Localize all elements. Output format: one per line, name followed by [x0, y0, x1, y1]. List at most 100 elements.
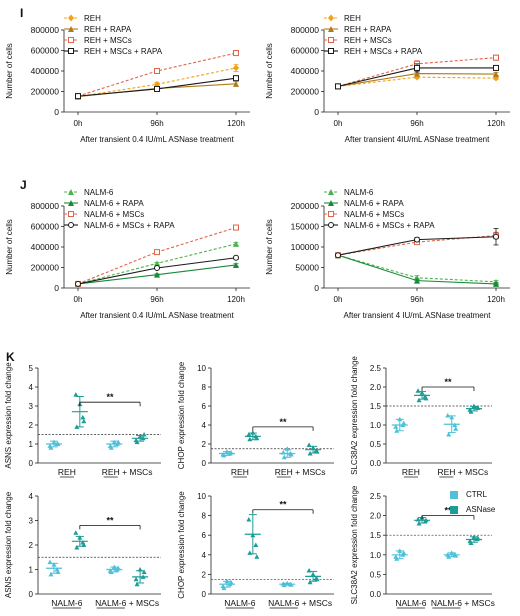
y-tick-label: 4	[202, 551, 207, 560]
x-tick-label: 120h	[227, 119, 245, 128]
data-point	[246, 432, 252, 437]
y-axis-label: CHOP expression fold change	[177, 361, 186, 469]
data-point	[154, 85, 160, 92]
legend-label: NALM-6 + RAPA	[84, 199, 144, 208]
legend-label: REH + MSCs + RAPA	[344, 47, 423, 56]
data-point	[107, 443, 113, 448]
data-point	[310, 445, 316, 450]
x-axis-label: After transient 4 IU/mL ASNase treatment	[344, 311, 492, 320]
data-point	[250, 430, 256, 435]
data-point	[74, 544, 80, 550]
y-tick-label: 1.0	[370, 421, 382, 430]
data-point	[107, 568, 113, 573]
condition-3	[132, 567, 149, 587]
y-axis-label: Number of cells	[5, 219, 14, 275]
y-tick-label: 50000	[295, 263, 319, 273]
data-point	[115, 439, 121, 445]
y-tick-label: 10	[197, 492, 206, 501]
ctrl-legend-swatch	[450, 490, 458, 499]
data-point	[335, 83, 341, 90]
y-axis-label: CHOP expression fold change	[177, 491, 186, 599]
sig-label: **	[106, 392, 114, 402]
x-tick-label: 96h	[150, 295, 163, 304]
data-point	[233, 64, 239, 72]
data-point	[140, 435, 146, 441]
x-tick-label: 96h	[150, 119, 163, 128]
y-tick-label: 600000	[291, 46, 320, 56]
data-point	[246, 517, 252, 522]
group-label: REH	[402, 467, 420, 477]
chart-j-low-dose: 0 200000 400000 600000 800000 0h 96h 120h After …	[5, 188, 250, 320]
y-tick-label: 0	[314, 283, 319, 293]
data-point	[254, 435, 260, 441]
data-point	[233, 75, 239, 82]
x-tick-label: 0h	[74, 295, 83, 304]
condition-2	[279, 580, 296, 588]
condition-1	[244, 430, 261, 442]
condition-2	[279, 446, 296, 460]
condition-2	[443, 413, 460, 437]
condition-0	[218, 578, 235, 591]
y-tick-label: 1.5	[370, 402, 382, 411]
x-tick-label: 120h	[487, 119, 505, 128]
data-point	[55, 569, 61, 574]
sig-label: **	[445, 377, 453, 387]
y-tick-label: 400000	[31, 66, 60, 76]
y-tick-label: 2	[29, 421, 34, 430]
k-legend: CTRL ASNase	[450, 490, 520, 514]
data-point	[306, 442, 312, 447]
condition-3	[465, 403, 482, 414]
legend-label: REH + RAPA	[344, 25, 392, 34]
group-label: REH + MSCs	[437, 467, 488, 477]
legend-marker	[68, 14, 74, 22]
y-tick-label: 2.0	[370, 383, 382, 392]
y-tick-label: 3	[29, 517, 34, 526]
legend-marker	[68, 37, 74, 43]
data-point	[471, 534, 477, 540]
x-tick-label: 0h	[334, 119, 343, 128]
data-point	[47, 559, 53, 565]
y-axis-label: SLC38A2 expression fold change	[350, 356, 359, 475]
y-tick-label: 600000	[31, 222, 60, 232]
data-point	[446, 432, 452, 437]
condition-0	[45, 559, 62, 577]
y-tick-label: 4	[202, 421, 207, 430]
data-point	[415, 517, 421, 522]
legend-marker	[68, 211, 74, 217]
data-point	[419, 390, 425, 395]
data-point	[280, 581, 286, 586]
series-3	[75, 75, 239, 100]
data-point	[141, 569, 147, 574]
legend-marker	[68, 222, 74, 228]
data-point	[51, 562, 57, 567]
y-axis-label: ASNS expression fold change	[4, 362, 13, 469]
data-point	[475, 535, 481, 541]
series-3	[75, 254, 239, 287]
y-axis-label: Number of cells	[265, 43, 274, 99]
data-point	[233, 80, 239, 87]
data-point	[493, 64, 499, 71]
data-point	[133, 437, 139, 443]
data-point	[307, 451, 313, 456]
chart-i-high-dose: 0 200000 400000 600000 800000 0h 96h 120h After …	[265, 14, 510, 144]
condition-3	[305, 442, 322, 456]
legend-marker	[328, 222, 334, 228]
legend-marker	[328, 200, 334, 206]
legend-marker	[328, 211, 334, 217]
x-tick-label: 96h	[410, 119, 423, 128]
data-point	[445, 413, 451, 418]
data-point	[137, 433, 143, 439]
legend-marker	[328, 48, 334, 54]
y-tick-label: 400000	[291, 66, 320, 76]
sig-label: **	[445, 506, 453, 516]
y-tick-label: 0	[314, 107, 319, 117]
y-tick-label: 2	[202, 440, 207, 449]
y-tick-label: 0	[202, 590, 207, 599]
condition-1	[71, 392, 88, 429]
y-tick-label: 8	[202, 512, 207, 521]
legend-marker	[328, 37, 334, 43]
y-tick-label: 1	[29, 440, 34, 449]
data-point	[449, 550, 455, 555]
data-point	[335, 252, 341, 259]
ctrl-legend-label: CTRL	[466, 490, 487, 499]
